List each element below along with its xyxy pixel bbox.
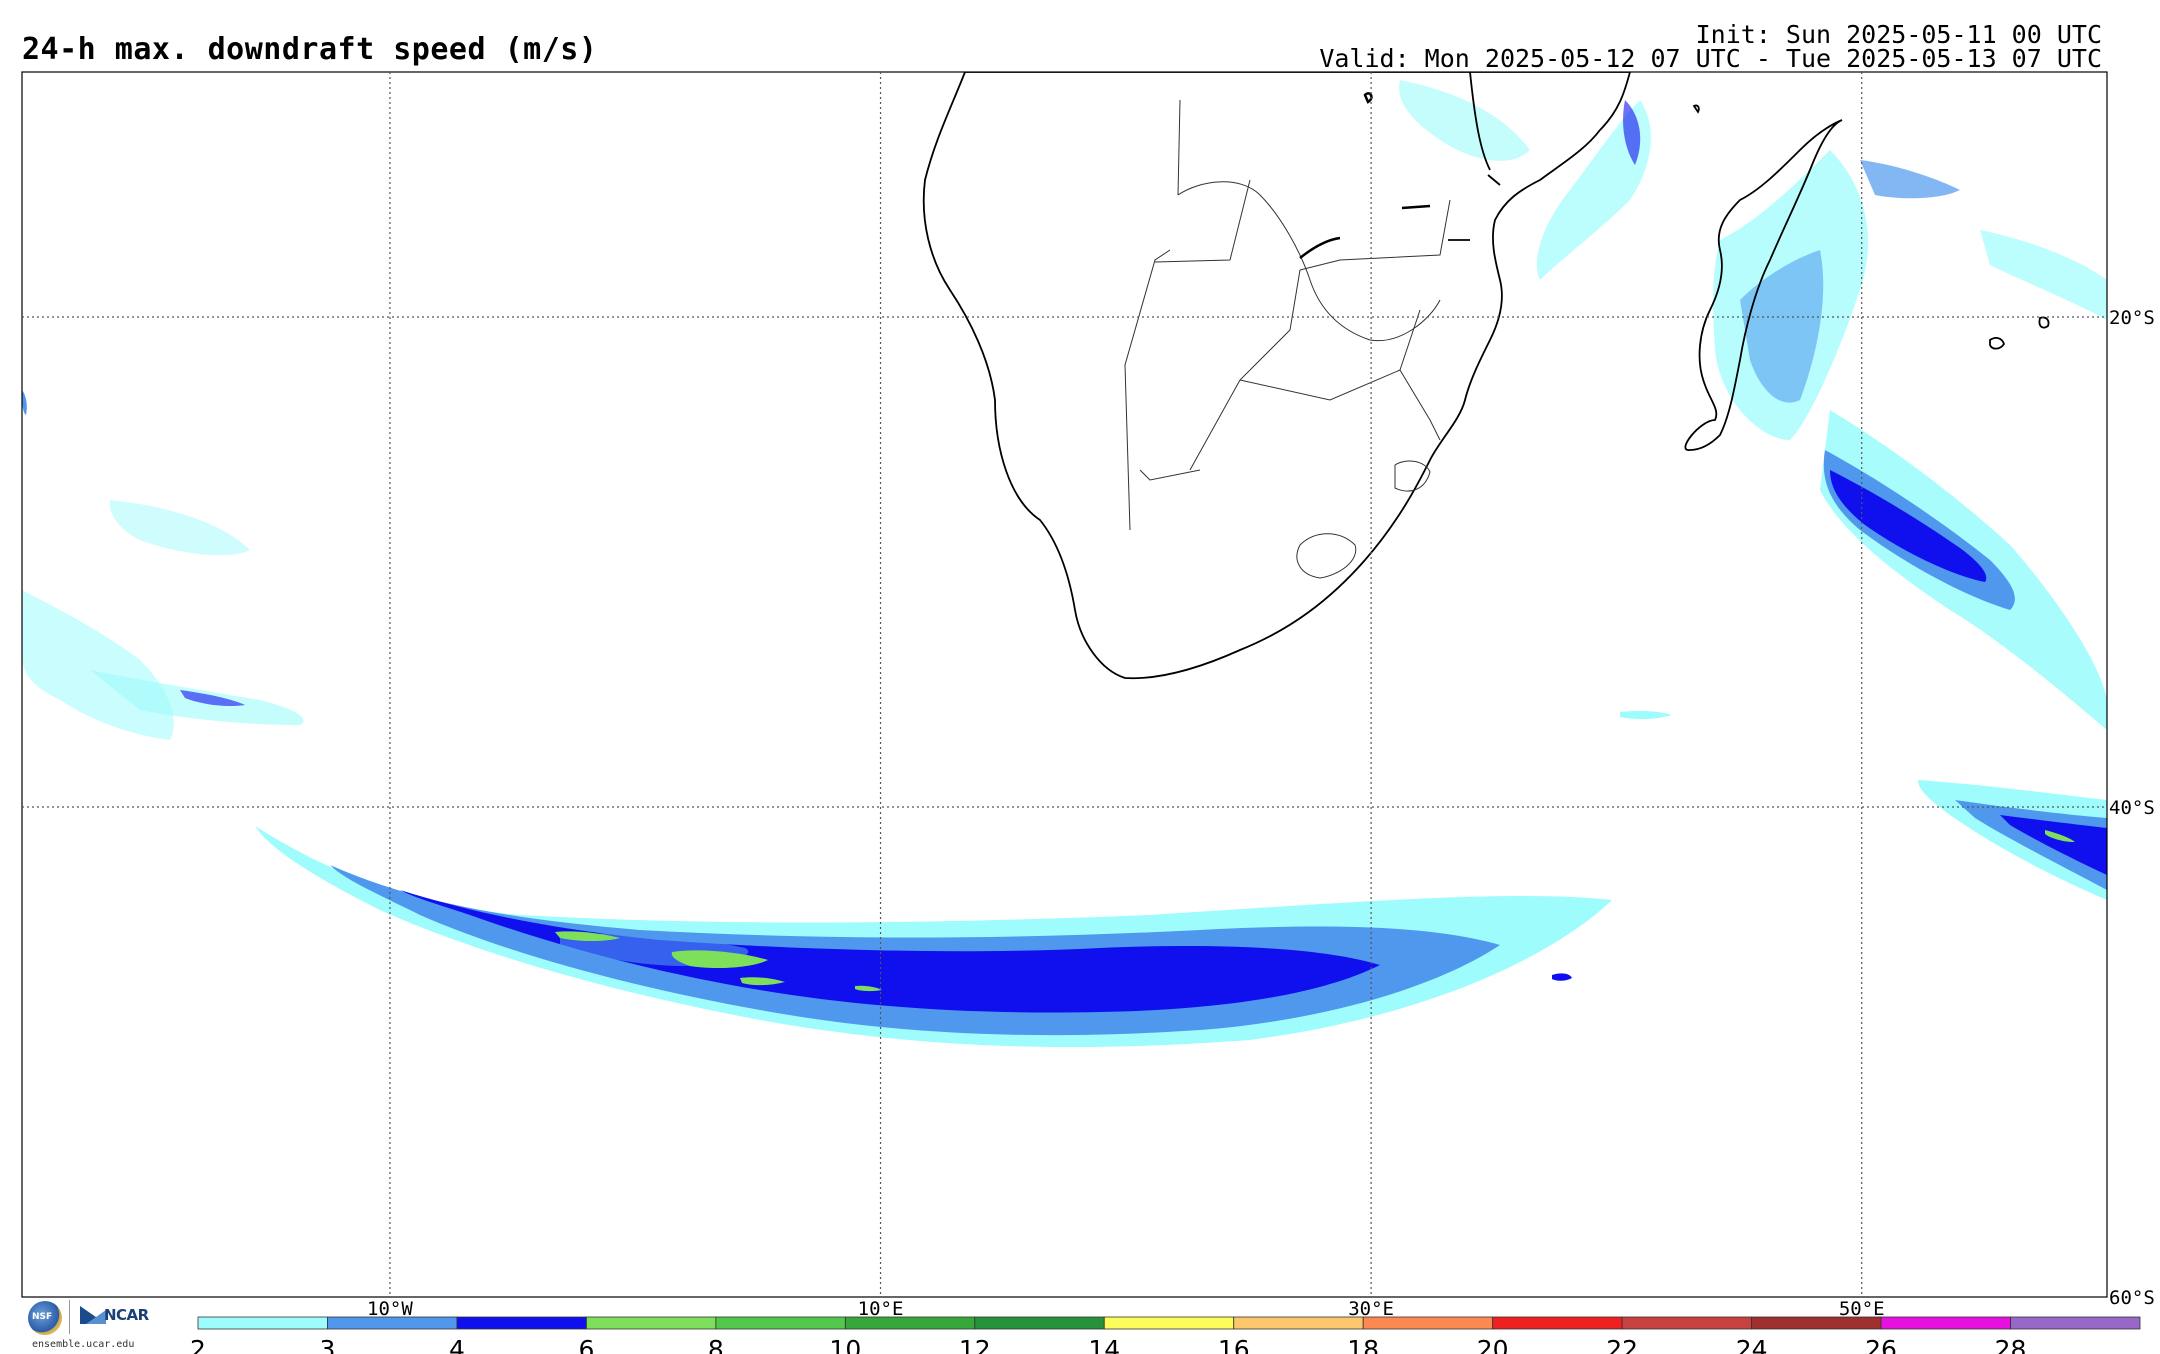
madagascar-southeast-cluster: [1820, 410, 2107, 730]
lat-label: 20°S: [2109, 307, 2155, 329]
precip-fields: [22, 72, 2107, 1048]
colorbar-swatch: [974, 1316, 1105, 1330]
nsf-seal-text: NSF: [32, 1312, 53, 1322]
colorbar-tick-label: 8: [708, 1335, 724, 1354]
colorbar-tick-label: 28: [1995, 1335, 2027, 1354]
lon-label: 30°E: [1348, 1298, 1394, 1320]
colorbar-swatch: [1751, 1316, 1882, 1330]
colorbar-swatch: [197, 1316, 328, 1330]
lat-label: 40°S: [2109, 797, 2155, 819]
lon-label: 10°W: [367, 1298, 413, 1320]
colorbar-swatch: [327, 1316, 458, 1330]
axis-labels: 10°W 10°E 30°E 50°E 20°S 40°S 60°S: [367, 307, 2155, 1320]
colorbar-tick-label: 6: [578, 1335, 594, 1354]
colorbar-tick-label: 24: [1736, 1335, 1768, 1354]
southern-africa-coastline: [922, 72, 1631, 680]
colorbar-swatch: [844, 1316, 976, 1330]
colorbar-swatch: [1362, 1316, 1494, 1330]
colorbar-tick-label: 20: [1477, 1335, 1509, 1354]
colorbar-tick-label: 2: [190, 1335, 206, 1354]
colorbar-swatch: [586, 1316, 717, 1330]
valid-time-range: Valid: Mon 2025-05-12 07 UTC - Tue 2025-…: [1319, 44, 2102, 73]
west-atlantic-cluster: [22, 390, 304, 740]
colorbar-tick-label: 10: [829, 1335, 861, 1354]
ncar-mark-icon: [80, 1306, 106, 1324]
nsf-seal-icon: [28, 1301, 62, 1335]
colorbar-swatch: [2010, 1316, 2141, 1330]
lon-label: 50°E: [1839, 1298, 1885, 1320]
colorbar: 2 3 4 6 8 10 12 14 16 18 20 22 24 26 28: [190, 1316, 2141, 1354]
madagascar-outline: [1684, 104, 2050, 451]
colorbar-tick-label: 26: [1865, 1335, 1897, 1354]
east-band-40s: [1918, 780, 2107, 900]
colorbar-swatch: [1621, 1316, 1752, 1330]
init-time: Init: Sun 2025-05-11 00 UTC: [1695, 20, 2102, 49]
colorbar-swatch: [1103, 1316, 1235, 1330]
logo-divider: [69, 1300, 70, 1334]
colorbar-tick-label: 3: [320, 1335, 336, 1354]
colorbar-tick-label: 18: [1347, 1335, 1379, 1354]
logo-url: ensemble.ucar.edu: [32, 1339, 135, 1350]
colorbar-tick-label: 22: [1606, 1335, 1638, 1354]
colorbar-swatch: [456, 1316, 587, 1330]
southern-band: [255, 826, 1612, 1048]
colorbar-swatch: [715, 1316, 846, 1330]
map-frame: [21, 71, 2108, 1298]
graticule: [22, 72, 2107, 1297]
map-title: 24-h max. downdraft speed (m/s): [22, 32, 598, 67]
colorbar-swatch: [1233, 1316, 1364, 1330]
colorbar-swatch: [1880, 1316, 2011, 1330]
lon-label: 10°E: [858, 1298, 904, 1320]
colorbar-tick-label: 4: [449, 1335, 465, 1354]
colorbar-swatch: [1492, 1316, 1623, 1330]
ncar-wordmark: NCAR: [104, 1306, 149, 1324]
madagascar-north-cluster: [1399, 80, 2107, 720]
colorbar-tick-label: 16: [1218, 1335, 1250, 1354]
colorbar-tick-label: 12: [959, 1335, 991, 1354]
lat-label: 60°S: [2109, 1287, 2155, 1309]
colorbar-tick-label: 14: [1088, 1335, 1120, 1354]
ncar-nsf-logo: NSF NCAR ensemble.ucar.edu: [22, 1298, 157, 1354]
